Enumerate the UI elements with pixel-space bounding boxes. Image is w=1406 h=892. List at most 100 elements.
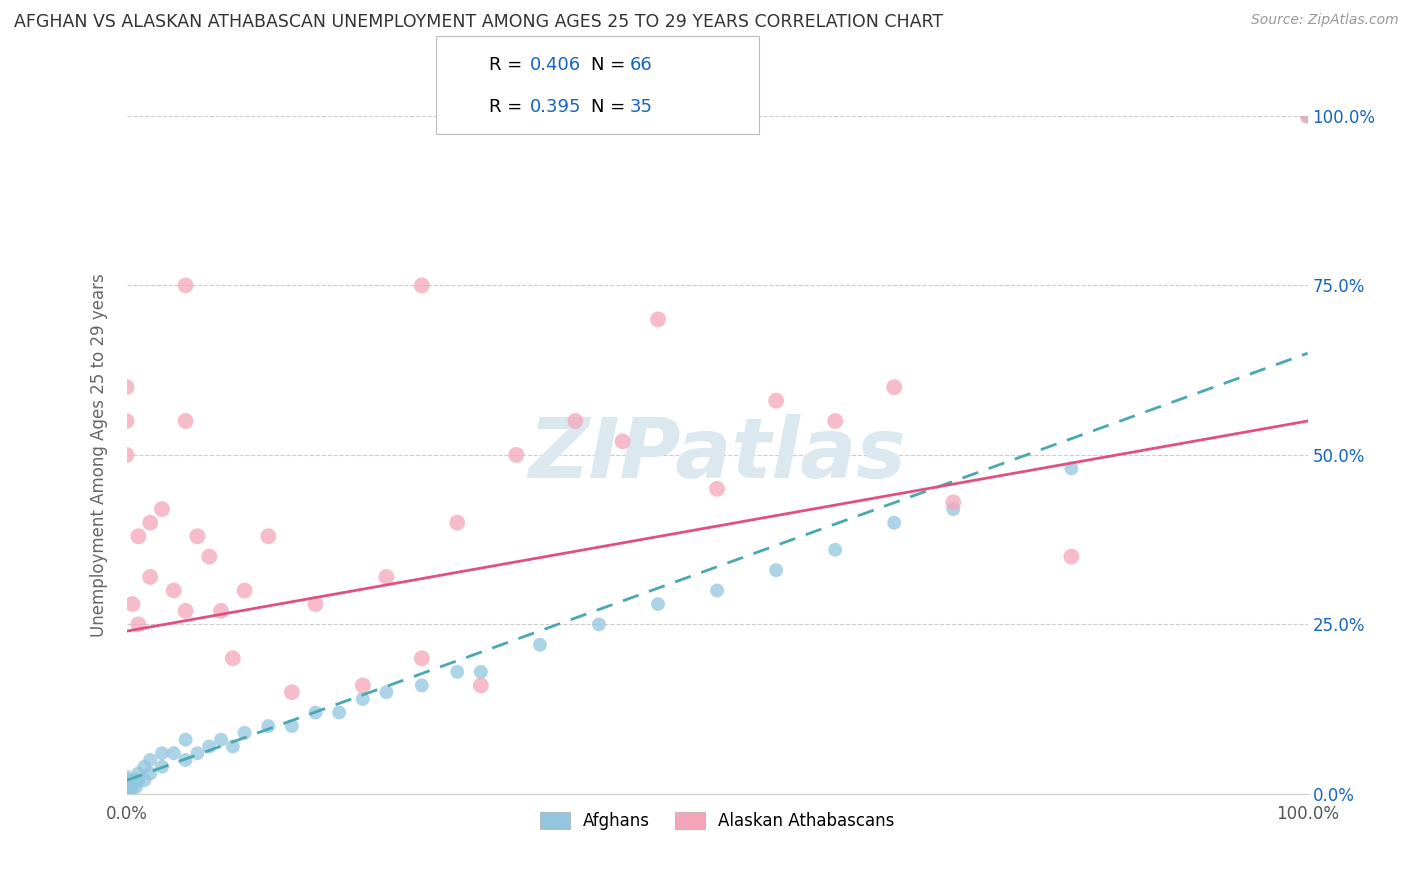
Point	[883, 516, 905, 530]
Point	[115, 787, 138, 801]
Text: R =: R =	[489, 98, 529, 116]
Point	[115, 777, 138, 791]
Point	[115, 380, 138, 394]
Point	[115, 414, 138, 428]
Point	[115, 787, 138, 801]
Point	[115, 787, 138, 801]
Point	[304, 597, 326, 611]
Text: 0.406: 0.406	[530, 56, 581, 74]
Point	[125, 773, 148, 788]
Text: N =: N =	[591, 98, 630, 116]
Point	[209, 732, 232, 747]
Point	[564, 414, 586, 428]
Point	[115, 787, 138, 801]
Point	[115, 448, 138, 462]
Point	[115, 787, 138, 801]
Point	[706, 482, 728, 496]
Point	[647, 312, 669, 326]
Point	[115, 777, 138, 791]
Point	[115, 787, 138, 801]
Point	[647, 597, 669, 611]
Point	[115, 787, 138, 801]
Point	[186, 746, 208, 760]
Point	[125, 780, 148, 794]
Point	[233, 726, 256, 740]
Point	[150, 502, 173, 516]
Point	[411, 678, 433, 692]
Point	[134, 760, 156, 774]
Point	[824, 414, 846, 428]
Legend: Afghans, Alaskan Athabascans: Afghans, Alaskan Athabascans	[533, 805, 901, 837]
Text: 66: 66	[630, 56, 652, 74]
Text: ZIPatlas: ZIPatlas	[529, 415, 905, 495]
Point	[115, 780, 138, 794]
Point	[150, 746, 173, 760]
Point	[411, 651, 433, 665]
Point	[765, 393, 787, 408]
Point	[612, 434, 634, 449]
Point	[257, 529, 280, 543]
Point	[134, 773, 156, 788]
Point	[505, 448, 527, 462]
Text: 0.395: 0.395	[530, 98, 582, 116]
Point	[529, 638, 551, 652]
Point	[115, 773, 138, 788]
Point	[163, 746, 186, 760]
Point	[304, 706, 326, 720]
Point	[765, 563, 787, 577]
Point	[127, 529, 149, 543]
Point	[328, 706, 350, 720]
Point	[174, 414, 197, 428]
Point	[281, 719, 304, 733]
Point	[375, 685, 398, 699]
Point	[198, 739, 221, 754]
Point	[115, 773, 138, 788]
Point	[470, 678, 492, 692]
Point	[824, 542, 846, 557]
Point	[115, 787, 138, 801]
Point	[1296, 109, 1319, 123]
Point	[942, 502, 965, 516]
Point	[115, 787, 138, 801]
Point	[163, 583, 186, 598]
Point	[115, 787, 138, 801]
Point	[139, 753, 162, 767]
Point	[222, 651, 245, 665]
Point	[883, 380, 905, 394]
Point	[139, 766, 162, 780]
Point	[127, 617, 149, 632]
Point	[115, 787, 138, 801]
Point	[115, 787, 138, 801]
Point	[281, 685, 304, 699]
Text: 35: 35	[630, 98, 652, 116]
Point	[942, 495, 965, 509]
Point	[115, 787, 138, 801]
Point	[1060, 461, 1083, 475]
Point	[198, 549, 221, 564]
Point	[115, 787, 138, 801]
Point	[446, 516, 468, 530]
Point	[257, 719, 280, 733]
Text: AFGHAN VS ALASKAN ATHABASCAN UNEMPLOYMENT AMONG AGES 25 TO 29 YEARS CORRELATION : AFGHAN VS ALASKAN ATHABASCAN UNEMPLOYMEN…	[14, 13, 943, 31]
Point	[121, 773, 143, 788]
Point	[115, 770, 138, 784]
Point	[233, 583, 256, 598]
Text: R =: R =	[489, 56, 529, 74]
Point	[121, 780, 143, 794]
Text: N =: N =	[591, 56, 630, 74]
Point	[588, 617, 610, 632]
Text: Source: ZipAtlas.com: Source: ZipAtlas.com	[1251, 13, 1399, 28]
Point	[174, 278, 197, 293]
Point	[115, 783, 138, 797]
Point	[139, 570, 162, 584]
Y-axis label: Unemployment Among Ages 25 to 29 years: Unemployment Among Ages 25 to 29 years	[90, 273, 108, 637]
Point	[470, 665, 492, 679]
Point	[375, 570, 398, 584]
Point	[121, 777, 143, 791]
Point	[209, 604, 232, 618]
Point	[127, 773, 149, 788]
Point	[446, 665, 468, 679]
Point	[150, 760, 173, 774]
Point	[352, 678, 374, 692]
Point	[1296, 109, 1319, 123]
